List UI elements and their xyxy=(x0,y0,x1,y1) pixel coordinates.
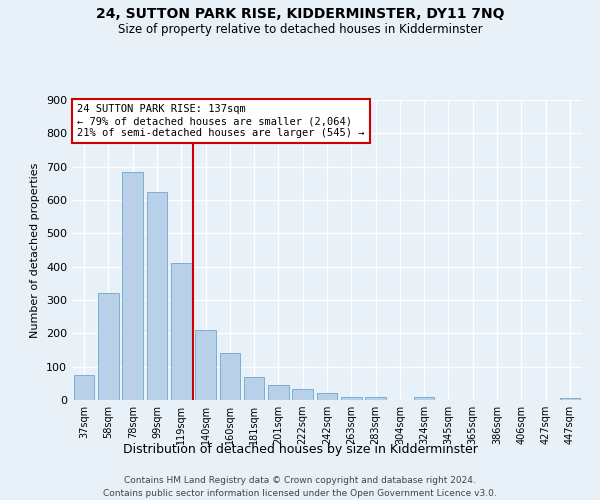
Text: Distribution of detached houses by size in Kidderminster: Distribution of detached houses by size … xyxy=(122,442,478,456)
Bar xyxy=(317,393,337,400)
Text: 24, SUTTON PARK RISE, KIDDERMINSTER, DY11 7NQ: 24, SUTTON PARK RISE, KIDDERMINSTER, DY1… xyxy=(96,8,504,22)
Text: Contains HM Land Registry data © Crown copyright and database right 2024.: Contains HM Land Registry data © Crown c… xyxy=(124,476,476,485)
Y-axis label: Number of detached properties: Number of detached properties xyxy=(31,162,40,338)
Bar xyxy=(365,398,386,400)
Bar xyxy=(74,375,94,400)
Text: Size of property relative to detached houses in Kidderminster: Size of property relative to detached ho… xyxy=(118,22,482,36)
Bar xyxy=(244,376,265,400)
Bar xyxy=(292,389,313,400)
Bar xyxy=(268,385,289,400)
Bar xyxy=(195,330,216,400)
Bar xyxy=(341,396,362,400)
Bar xyxy=(414,398,434,400)
Bar xyxy=(560,398,580,400)
Bar xyxy=(98,294,119,400)
Text: Contains public sector information licensed under the Open Government Licence v3: Contains public sector information licen… xyxy=(103,489,497,498)
Text: 24 SUTTON PARK RISE: 137sqm
← 79% of detached houses are smaller (2,064)
21% of : 24 SUTTON PARK RISE: 137sqm ← 79% of det… xyxy=(77,104,365,138)
Bar xyxy=(171,264,191,400)
Bar xyxy=(220,354,240,400)
Bar xyxy=(146,192,167,400)
Bar xyxy=(122,172,143,400)
